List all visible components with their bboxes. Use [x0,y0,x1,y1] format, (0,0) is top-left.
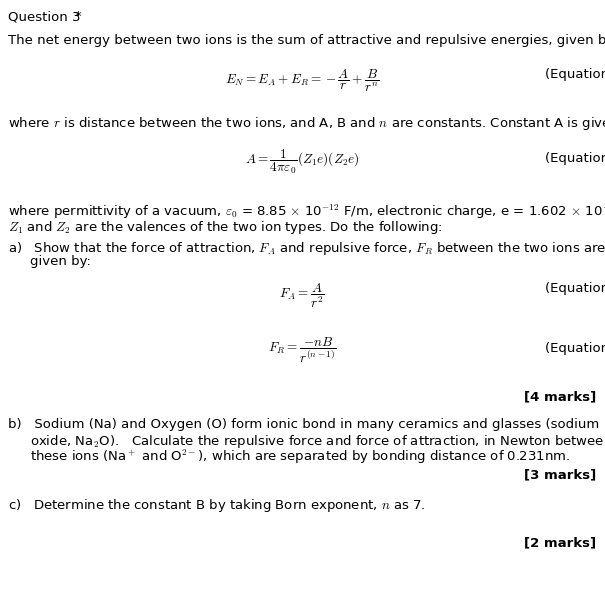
Text: (Equation 4): (Equation 4) [545,342,605,355]
Text: oxide, Na$_2$O).   Calculate the repulsive force and force of attraction, in New: oxide, Na$_2$O). Calculate the repulsive… [30,433,605,450]
Text: (Equation 3): (Equation 3) [545,282,605,295]
Text: Question 3: Question 3 [8,10,85,23]
Text: $A = \dfrac{1}{4\pi\varepsilon_0}(Z_1 e)(Z_2 e)$: $A = \dfrac{1}{4\pi\varepsilon_0}(Z_1 e)… [244,148,359,176]
Text: [4 marks]: [4 marks] [524,390,596,403]
Text: c)   Determine the constant B by taking Born exponent, $n$ as 7.: c) Determine the constant B by taking Bo… [8,497,426,514]
Text: [3 marks]: [3 marks] [524,468,596,481]
Text: $F_R = \dfrac{-nB}{r^{(n-1)}}$: $F_R = \dfrac{-nB}{r^{(n-1)}}$ [267,335,336,365]
Text: given by:: given by: [30,255,91,268]
Text: b)   Sodium (Na) and Oxygen (O) form ionic bond in many ceramics and glasses (so: b) Sodium (Na) and Oxygen (O) form ionic… [8,418,599,431]
Text: (Equation 2): (Equation 2) [545,152,605,165]
Text: a)   Show that the force of attraction, $F_A$ and repulsive force, $F_R$ between: a) Show that the force of attraction, $F… [8,240,605,257]
Text: The net energy between two ions is the sum of attractive and repulsive energies,: The net energy between two ions is the s… [8,34,605,47]
Text: these ions (Na$^+$ and O$^{2-}$), which are separated by bonding distance of 0.2: these ions (Na$^+$ and O$^{2-}$), which … [30,448,570,466]
Text: where permittivity of a vacuum, $\varepsilon_0$ = 8.85 $\times$ 10$^{-12}$ F/m, : where permittivity of a vacuum, $\vareps… [8,203,605,221]
Text: *: * [75,10,82,23]
Text: where $r$ is distance between the two ions, and A, B and $n$ are constants. Cons: where $r$ is distance between the two io… [8,115,605,132]
Text: (Equation 1): (Equation 1) [545,68,605,81]
Text: $E_N = E_A + E_R = -\dfrac{A}{r} + \dfrac{B}{r^n}$: $E_N = E_A + E_R = -\dfrac{A}{r} + \dfra… [225,68,379,94]
Text: $F_A = \dfrac{A}{r^2}$: $F_A = \dfrac{A}{r^2}$ [279,282,325,310]
Text: [2 marks]: [2 marks] [524,536,596,549]
Text: $Z_1$ and $Z_2$ are the valences of the two ion types. Do the following:: $Z_1$ and $Z_2$ are the valences of the … [8,219,443,236]
